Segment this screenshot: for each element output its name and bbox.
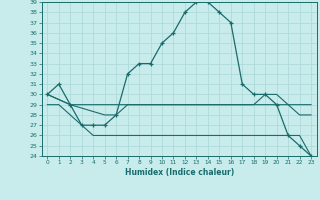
X-axis label: Humidex (Indice chaleur): Humidex (Indice chaleur) (124, 168, 234, 177)
